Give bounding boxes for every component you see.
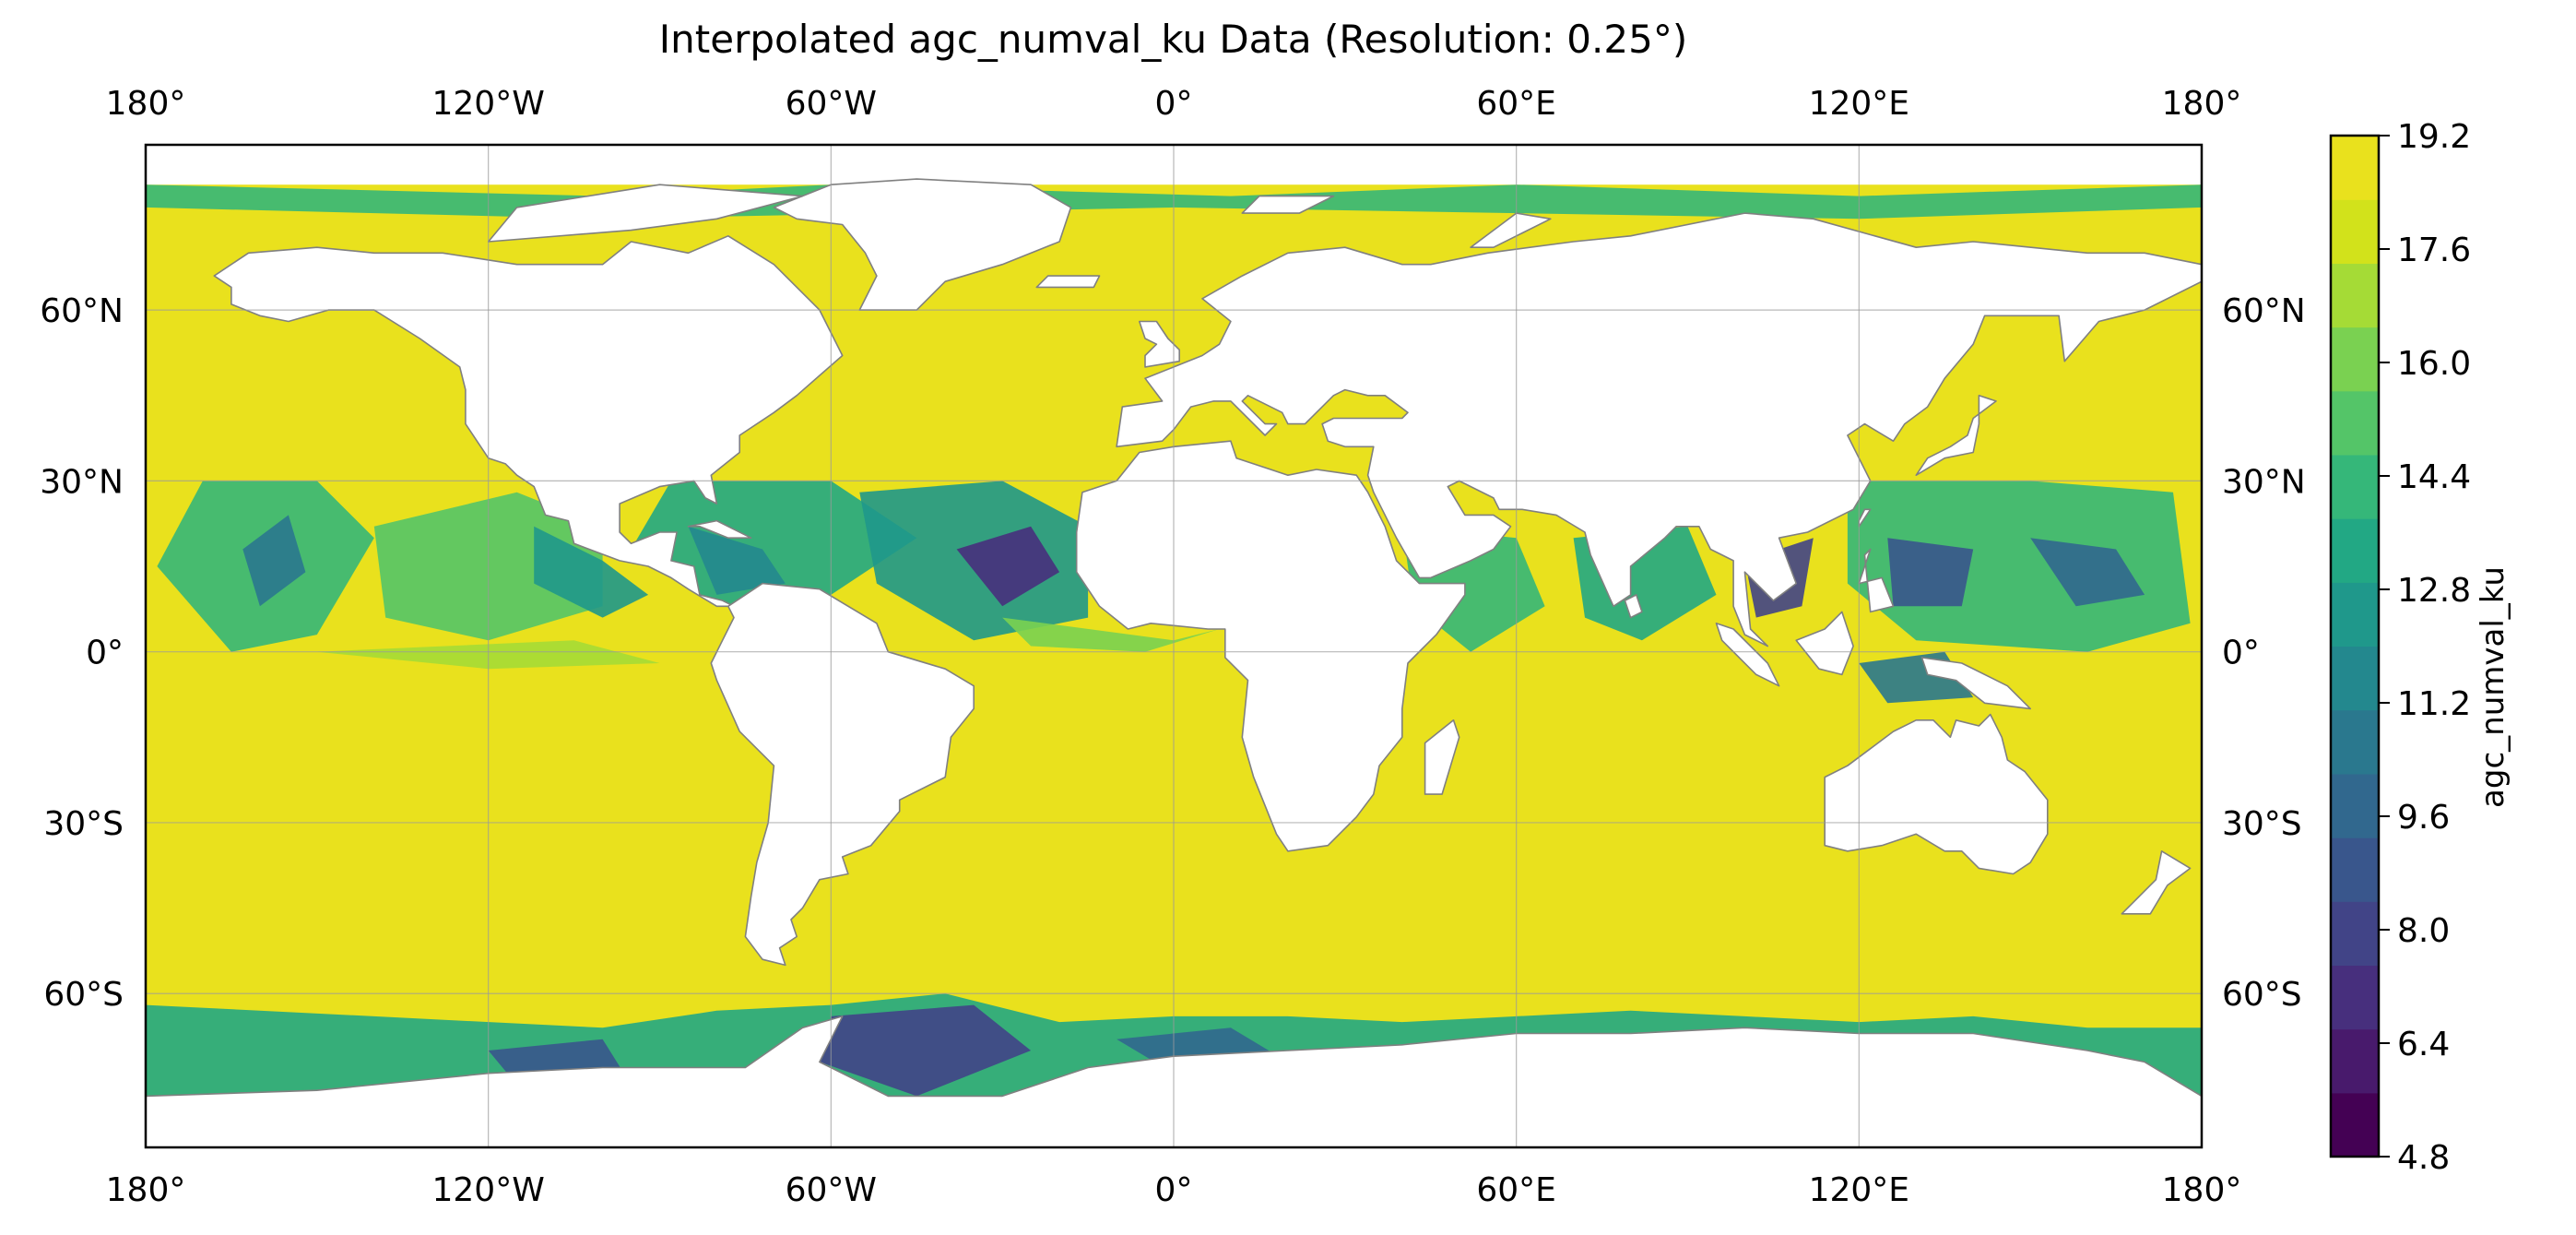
low-value-region: [1847, 481, 2191, 652]
colorbar: [2329, 134, 2381, 1158]
colorbar-tick-label: 17.6: [2397, 232, 2471, 269]
land-borneo: [1795, 611, 1854, 676]
colorbar-segment: [2331, 199, 2379, 264]
x-ticks-top: 180° 120°W 60°W 0° 60°E 120°E 180°: [106, 85, 2242, 123]
low-value-region: [819, 1004, 1032, 1097]
colorbar-segment: [2331, 901, 2379, 967]
colorbar-segment: [2331, 390, 2379, 456]
low-value-region: [1887, 538, 1974, 607]
low-value-region: [1002, 617, 1220, 652]
colorbar-tick-label: 8.0: [2397, 912, 2450, 950]
colorbar-label: agc_numval_ku: [2475, 566, 2511, 808]
land-greenland: [773, 178, 1072, 311]
low-value-region: [534, 526, 649, 618]
x-tick-label-top: 120°W: [432, 85, 545, 123]
x-ticks-bottom: 180° 120°W 60°W 0° 60°E 120°E 180°: [106, 1171, 2242, 1209]
land-sumatra: [1715, 623, 1780, 687]
land-south-america: [710, 582, 975, 967]
x-tick-label-bottom: 120°E: [1809, 1171, 1909, 1209]
low-value-region: [956, 526, 1060, 607]
colorbar-tick-label: 16.0: [2397, 345, 2471, 383]
land-new-guinea: [1920, 657, 2031, 710]
map-plot-area: [146, 145, 2202, 1147]
colorbar-segment: [2331, 327, 2379, 392]
land-svalbard: [1241, 195, 1335, 214]
colorbar-segment: [2331, 709, 2379, 775]
colorbar-segment: [2331, 965, 2379, 1030]
y-tick-label-right: 60°N: [2222, 292, 2306, 330]
land-sri-lanka: [1624, 594, 1643, 619]
colorbar-segment: [2331, 1028, 2379, 1094]
colorbar-tick-label: 14.4: [2397, 458, 2471, 496]
colorbar-segment: [2331, 773, 2379, 838]
colorbar-ticks: 19.2 17.6 16.0 14.4 12.8 11.2 9.6 8.0 6.4 4.8: [2379, 118, 2471, 1177]
y-tick-label-right: 60°S: [2222, 976, 2302, 1014]
x-tick-label-bottom: 60°W: [786, 1171, 877, 1209]
colorbar-segment: [2331, 837, 2379, 902]
land-uk: [1139, 320, 1180, 368]
colorbar-frame: [2329, 134, 2381, 1158]
y-tick-label-right: 0°: [2222, 635, 2260, 672]
colorbar-segment: [2331, 646, 2379, 711]
colorbar-tick-label: 4.8: [2397, 1139, 2450, 1177]
colorbar-tick-label: 9.6: [2397, 799, 2450, 837]
land-arctic-islands: [487, 184, 804, 243]
x-tick-label-bottom: 180°: [2162, 1171, 2242, 1209]
land-philippines: [1858, 548, 1895, 613]
land-iceland: [1035, 275, 1101, 289]
x-tick-label-bottom: 120°W: [432, 1171, 545, 1209]
colorbar-tick-label: 12.8: [2397, 572, 2471, 610]
x-tick-label-bottom: 0°: [1155, 1171, 1193, 1209]
x-tick-label-top: 120°E: [1809, 85, 1909, 123]
colorbar-tick-label: 6.4: [2397, 1026, 2450, 1063]
y-ticks-right: 60°N 30°N 0° 30°S 60°S: [2222, 292, 2306, 1014]
land-cuba: [687, 519, 752, 539]
y-tick-label-left: 30°N: [40, 463, 124, 501]
colorbar-tick-label: 19.2: [2397, 118, 2471, 156]
land-madagascar: [1424, 719, 1460, 795]
y-tick-label-left: 60°S: [43, 976, 124, 1014]
low-value-region: [2030, 538, 2145, 607]
colorbar-segment: [2331, 1092, 2379, 1158]
colorbar-segment: [2331, 518, 2379, 583]
land-eurasia: [1116, 212, 2202, 647]
x-tick-label-bottom: 60°E: [1476, 1171, 1556, 1209]
y-tick-label-right: 30°S: [2222, 805, 2302, 843]
x-tick-label-top: 60°W: [786, 85, 877, 123]
y-tick-label-right: 30°N: [2222, 463, 2306, 501]
colorbar-segment: [2331, 263, 2379, 328]
land-australia: [1824, 713, 2049, 875]
colorbar-segment: [2331, 582, 2379, 647]
colorbar-segment: [2331, 454, 2379, 519]
x-tick-label-bottom: 180°: [106, 1171, 186, 1209]
y-tick-label-left: 0°: [86, 635, 124, 672]
y-tick-label-left: 30°S: [43, 805, 124, 843]
land-new-zealand: [2121, 850, 2192, 915]
x-tick-label-top: 60°E: [1476, 85, 1556, 123]
colorbar-segment: [2331, 136, 2379, 200]
low-value-region: [242, 515, 306, 607]
low-value-region: [688, 526, 786, 595]
land-novaya-zemlya: [1470, 212, 1552, 248]
land-north-america: [213, 235, 844, 608]
x-tick-label-top: 0°: [1155, 85, 1193, 123]
graticule: [146, 145, 2202, 1147]
y-ticks-left: 60°N 30°N 0° 30°S 60°S: [40, 292, 124, 1014]
colorbar-tick-label: 11.2: [2397, 685, 2471, 723]
map-title: Interpolated agc_numval_ku Data (Resolut…: [658, 17, 1688, 62]
low-value-region: [631, 481, 917, 607]
y-tick-label-left: 60°N: [40, 292, 124, 330]
land-japan: [1915, 395, 1997, 476]
map-frame: [144, 143, 2204, 1149]
x-tick-label-top: 180°: [106, 85, 186, 123]
x-tick-label-top: 180°: [2162, 85, 2242, 123]
